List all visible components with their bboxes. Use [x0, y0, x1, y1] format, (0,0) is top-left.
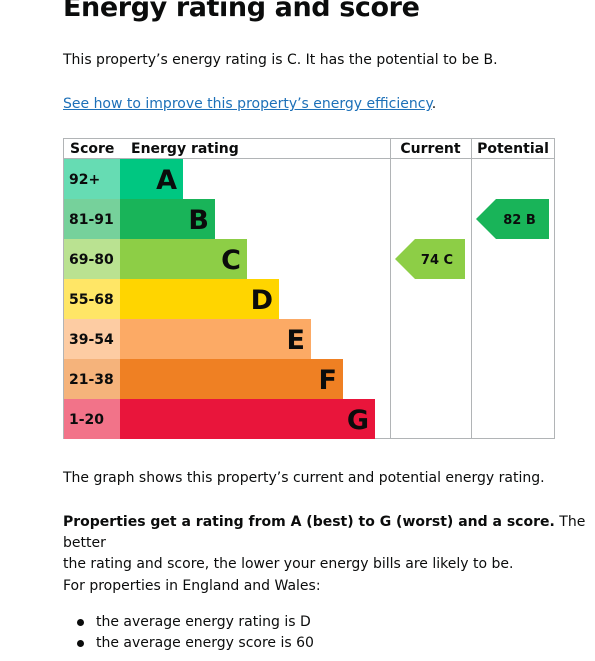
band-letter-f: F: [319, 365, 337, 396]
average-score-text: the average energy score is 60: [96, 635, 314, 651]
score-cell-c: [64, 239, 120, 279]
score-range-a: 92+: [69, 172, 100, 188]
rating-summary: This property’s energy rating is C. It h…: [63, 52, 498, 68]
improve-link-suffix: .: [431, 96, 437, 112]
band-letter-d: D: [251, 285, 273, 316]
band-bar-f: [120, 359, 343, 399]
improve-paragraph: See how to improve this property’s energ…: [63, 94, 436, 115]
band-letter-a: A: [156, 165, 177, 196]
header-potential: Potential: [477, 141, 549, 157]
list-item: the average energy score is 60: [63, 633, 314, 654]
energy-rating-graph: Score Energy rating Current Potential 92+ A 81…: [63, 138, 555, 439]
bullet-icon: [77, 640, 84, 647]
band-bar-g: [120, 399, 375, 439]
bullet-icon: [77, 619, 84, 626]
score-cell-e: [64, 319, 120, 359]
band-letter-g: G: [347, 405, 369, 436]
score-range-g: 1-20: [69, 412, 104, 428]
score-cell-f: [64, 359, 120, 399]
header-current: Current: [400, 141, 461, 157]
score-range-e: 39-54: [69, 332, 114, 348]
score-cell-d: [64, 279, 120, 319]
band-bar-e: [120, 319, 311, 359]
averages-list: the average energy rating is D the avera…: [63, 612, 314, 654]
score-cell-g: [64, 399, 120, 439]
england-wales-heading: For properties in England and Wales:: [63, 578, 321, 594]
score-range-d: 55-68: [69, 292, 114, 308]
band-bar-c: [120, 239, 247, 279]
potential-arrow: [476, 199, 549, 239]
score-range-c: 69-80: [69, 252, 114, 268]
score-cell-b: [64, 199, 120, 239]
header-energy-rating: Energy rating: [131, 141, 239, 157]
band-letter-b: B: [188, 205, 209, 236]
graph-note: The graph shows this property’s current …: [63, 470, 545, 486]
rating-explanation: Properties get a rating from A (best) to…: [63, 512, 595, 575]
band-bar-b: [120, 199, 215, 239]
band-letter-e: E: [287, 325, 305, 356]
score-range-b: 81-91: [69, 212, 114, 228]
energy-rating-chart: Score Energy rating Current Potential 92+ A 81…: [63, 138, 555, 439]
band-bar-a: [120, 159, 183, 199]
rating-explanation-bold: Properties get a rating from A (best) to…: [63, 514, 555, 530]
score-range-f: 21-38: [69, 372, 114, 388]
current-rating-label: 74 C: [421, 253, 453, 268]
potential-rating-label: 82 B: [503, 213, 536, 228]
average-rating-text: the average energy rating is D: [96, 614, 311, 630]
page-title: Energy rating and score: [63, 0, 420, 23]
score-cell-a: [64, 159, 120, 199]
band-bar-d: [120, 279, 279, 319]
current-arrow: [395, 239, 465, 279]
header-score: Score: [70, 141, 114, 157]
rating-explanation-rest-line2: the rating and score, the lower your ene…: [63, 556, 514, 572]
improve-efficiency-link[interactable]: See how to improve this property’s energ…: [63, 96, 432, 112]
band-letter-c: C: [221, 245, 241, 276]
list-item: the average energy rating is D: [63, 612, 314, 633]
rating-explanation-rest: The better: [63, 514, 586, 551]
